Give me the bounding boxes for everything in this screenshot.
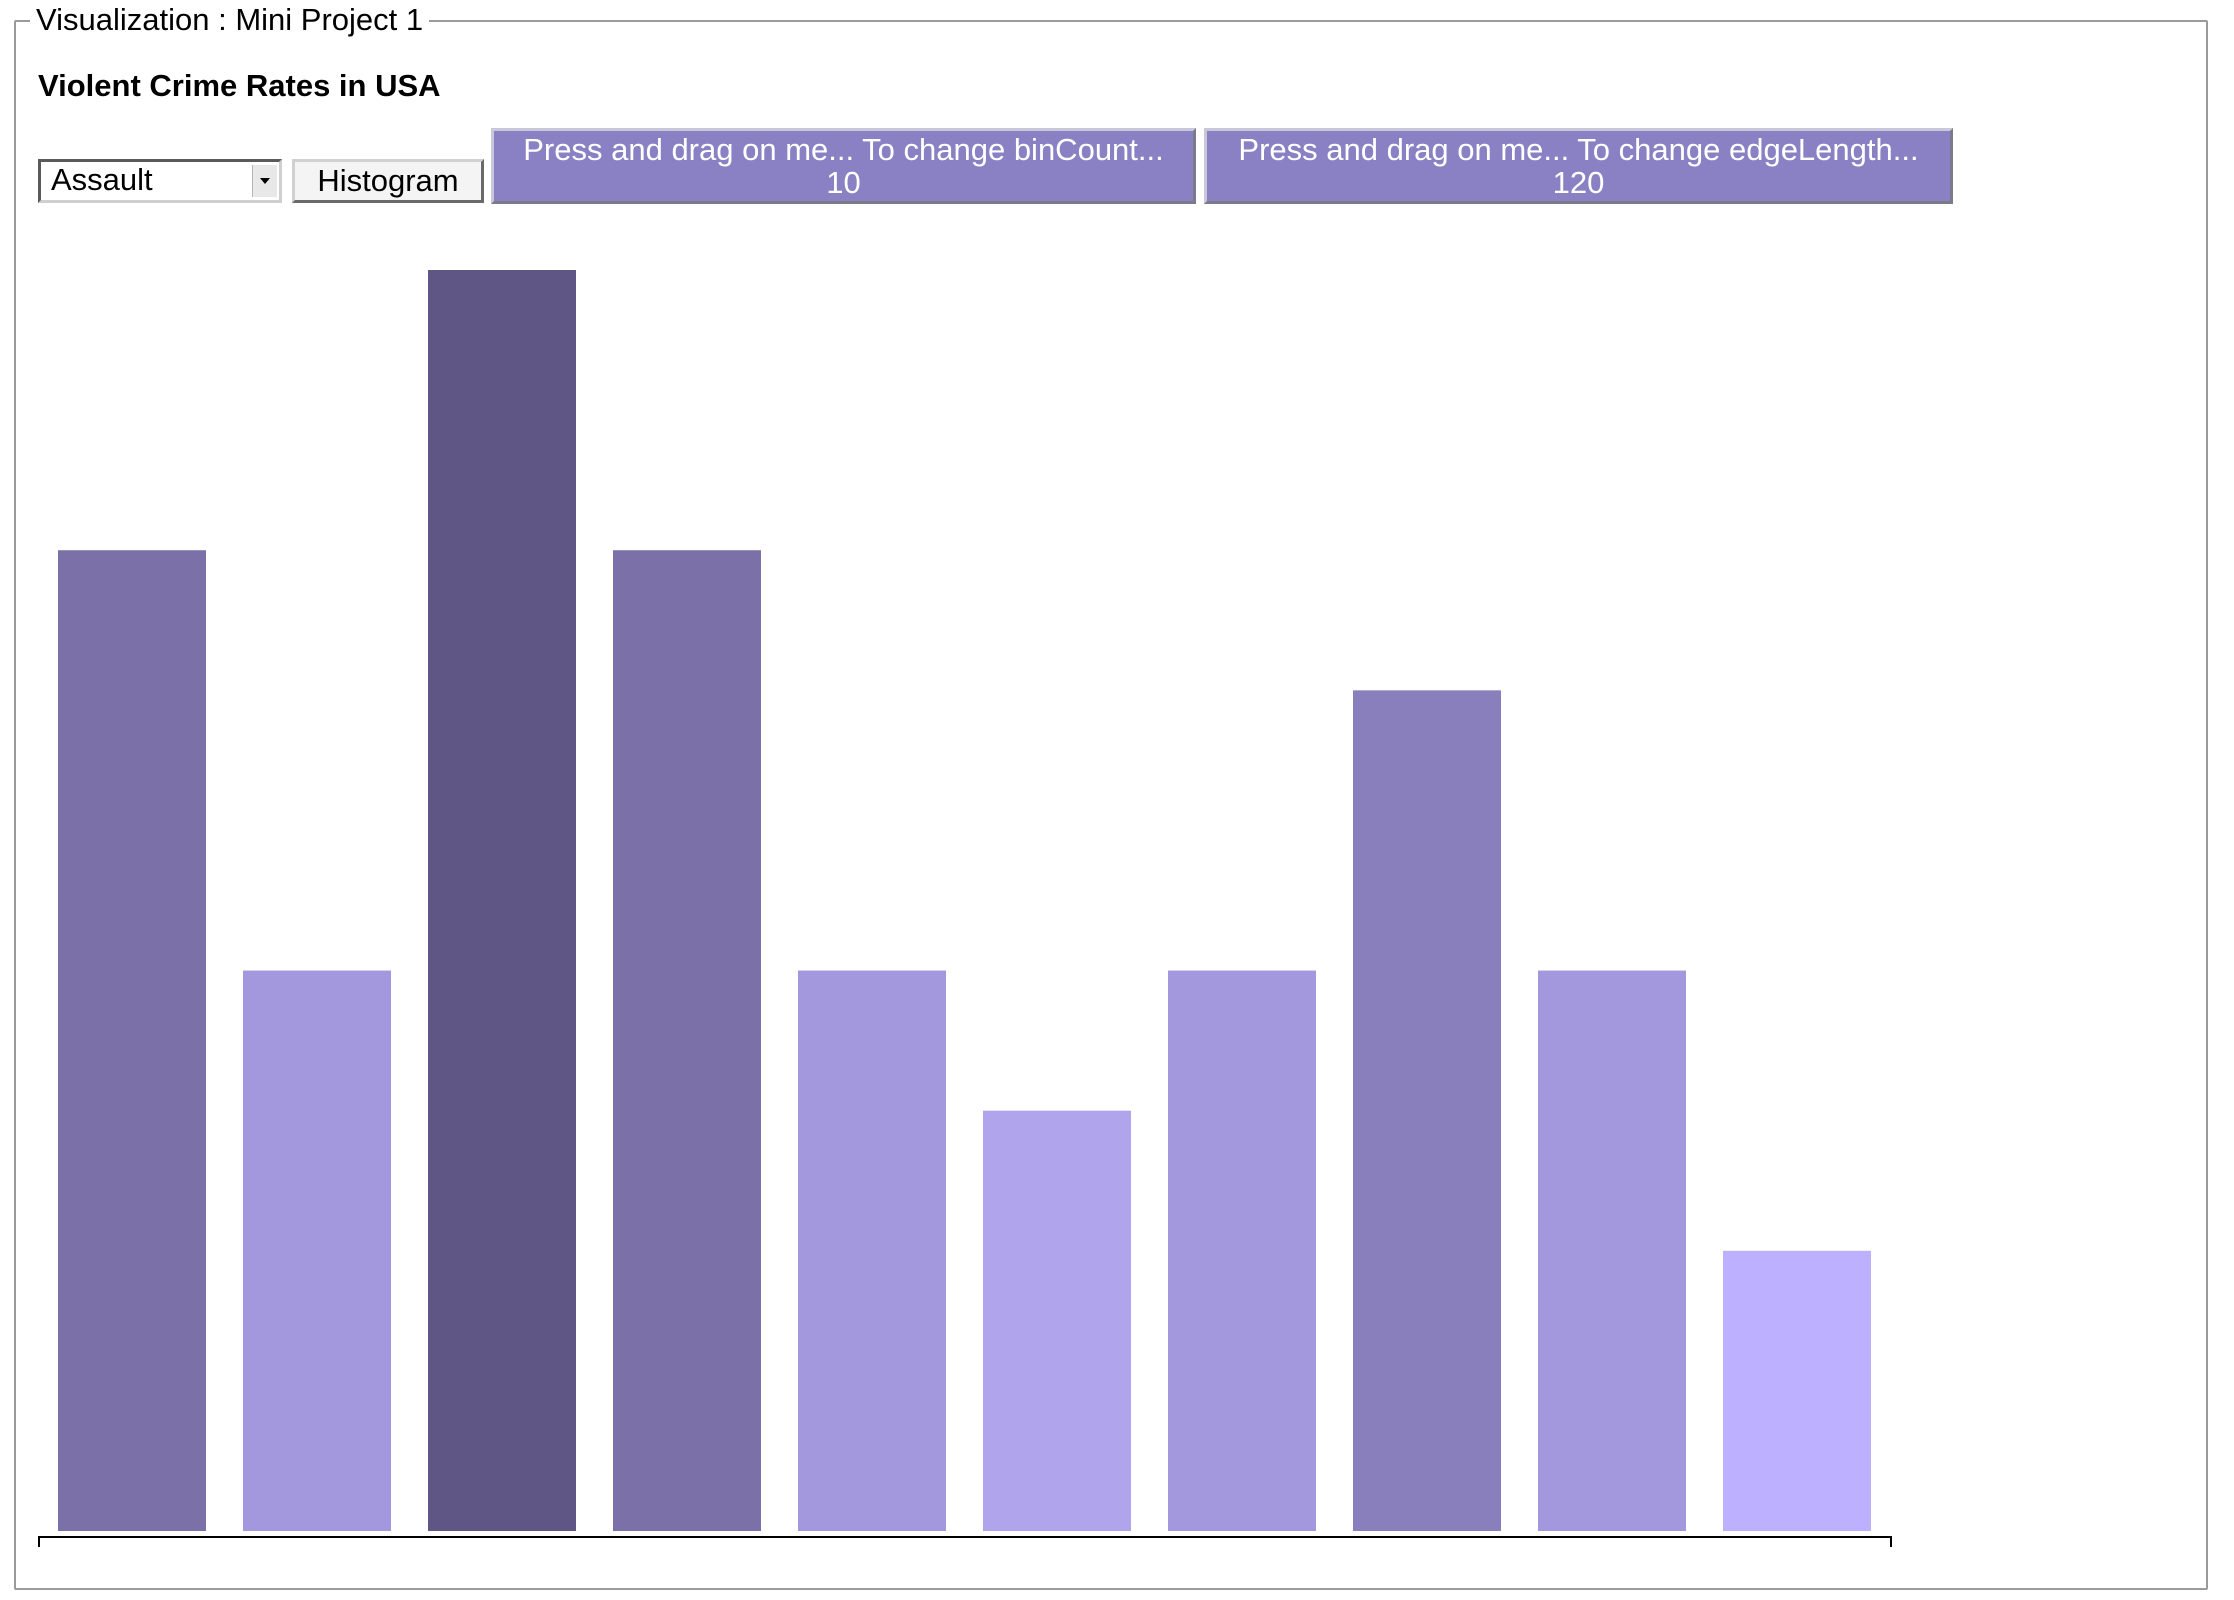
edge-length-drag-label: Press and drag on me... To change edgeLe… <box>1238 132 1919 167</box>
fieldset-legend: Visualization : Mini Project 1 <box>30 0 430 40</box>
histogram-bar <box>58 550 206 1531</box>
chart-title: Violent Crime Rates in USA <box>38 68 441 103</box>
histogram-bar <box>983 1110 1131 1531</box>
crime-type-selected-value: Assault <box>51 162 153 197</box>
histogram-button[interactable]: Histogram <box>292 159 484 203</box>
bars-group <box>58 270 1871 1531</box>
histogram-bar <box>613 550 761 1531</box>
dropdown-arrow-icon[interactable] <box>252 165 277 197</box>
edge-length-drag-control[interactable]: Press and drag on me... To change edgeLe… <box>1204 128 1953 204</box>
histogram-bar <box>1723 1250 1871 1531</box>
histogram-bar <box>798 970 946 1531</box>
histogram-bar <box>428 270 576 1531</box>
bin-count-drag-control[interactable]: Press and drag on me... To change binCou… <box>491 128 1196 204</box>
bin-count-drag-label: Press and drag on me... To change binCou… <box>523 132 1164 167</box>
histogram-bar <box>1168 970 1316 1531</box>
histogram-bar <box>1353 690 1501 1531</box>
edge-length-value: 120 <box>1552 165 1605 200</box>
histogram-bar <box>1538 970 1686 1531</box>
histogram-bar <box>243 970 391 1531</box>
visualization-fieldset: Visualization : Mini Project 1 <box>14 0 2208 1590</box>
crime-type-select[interactable]: Assault <box>38 159 282 203</box>
bin-count-value: 10 <box>826 165 861 200</box>
x-axis <box>38 1536 1892 1547</box>
